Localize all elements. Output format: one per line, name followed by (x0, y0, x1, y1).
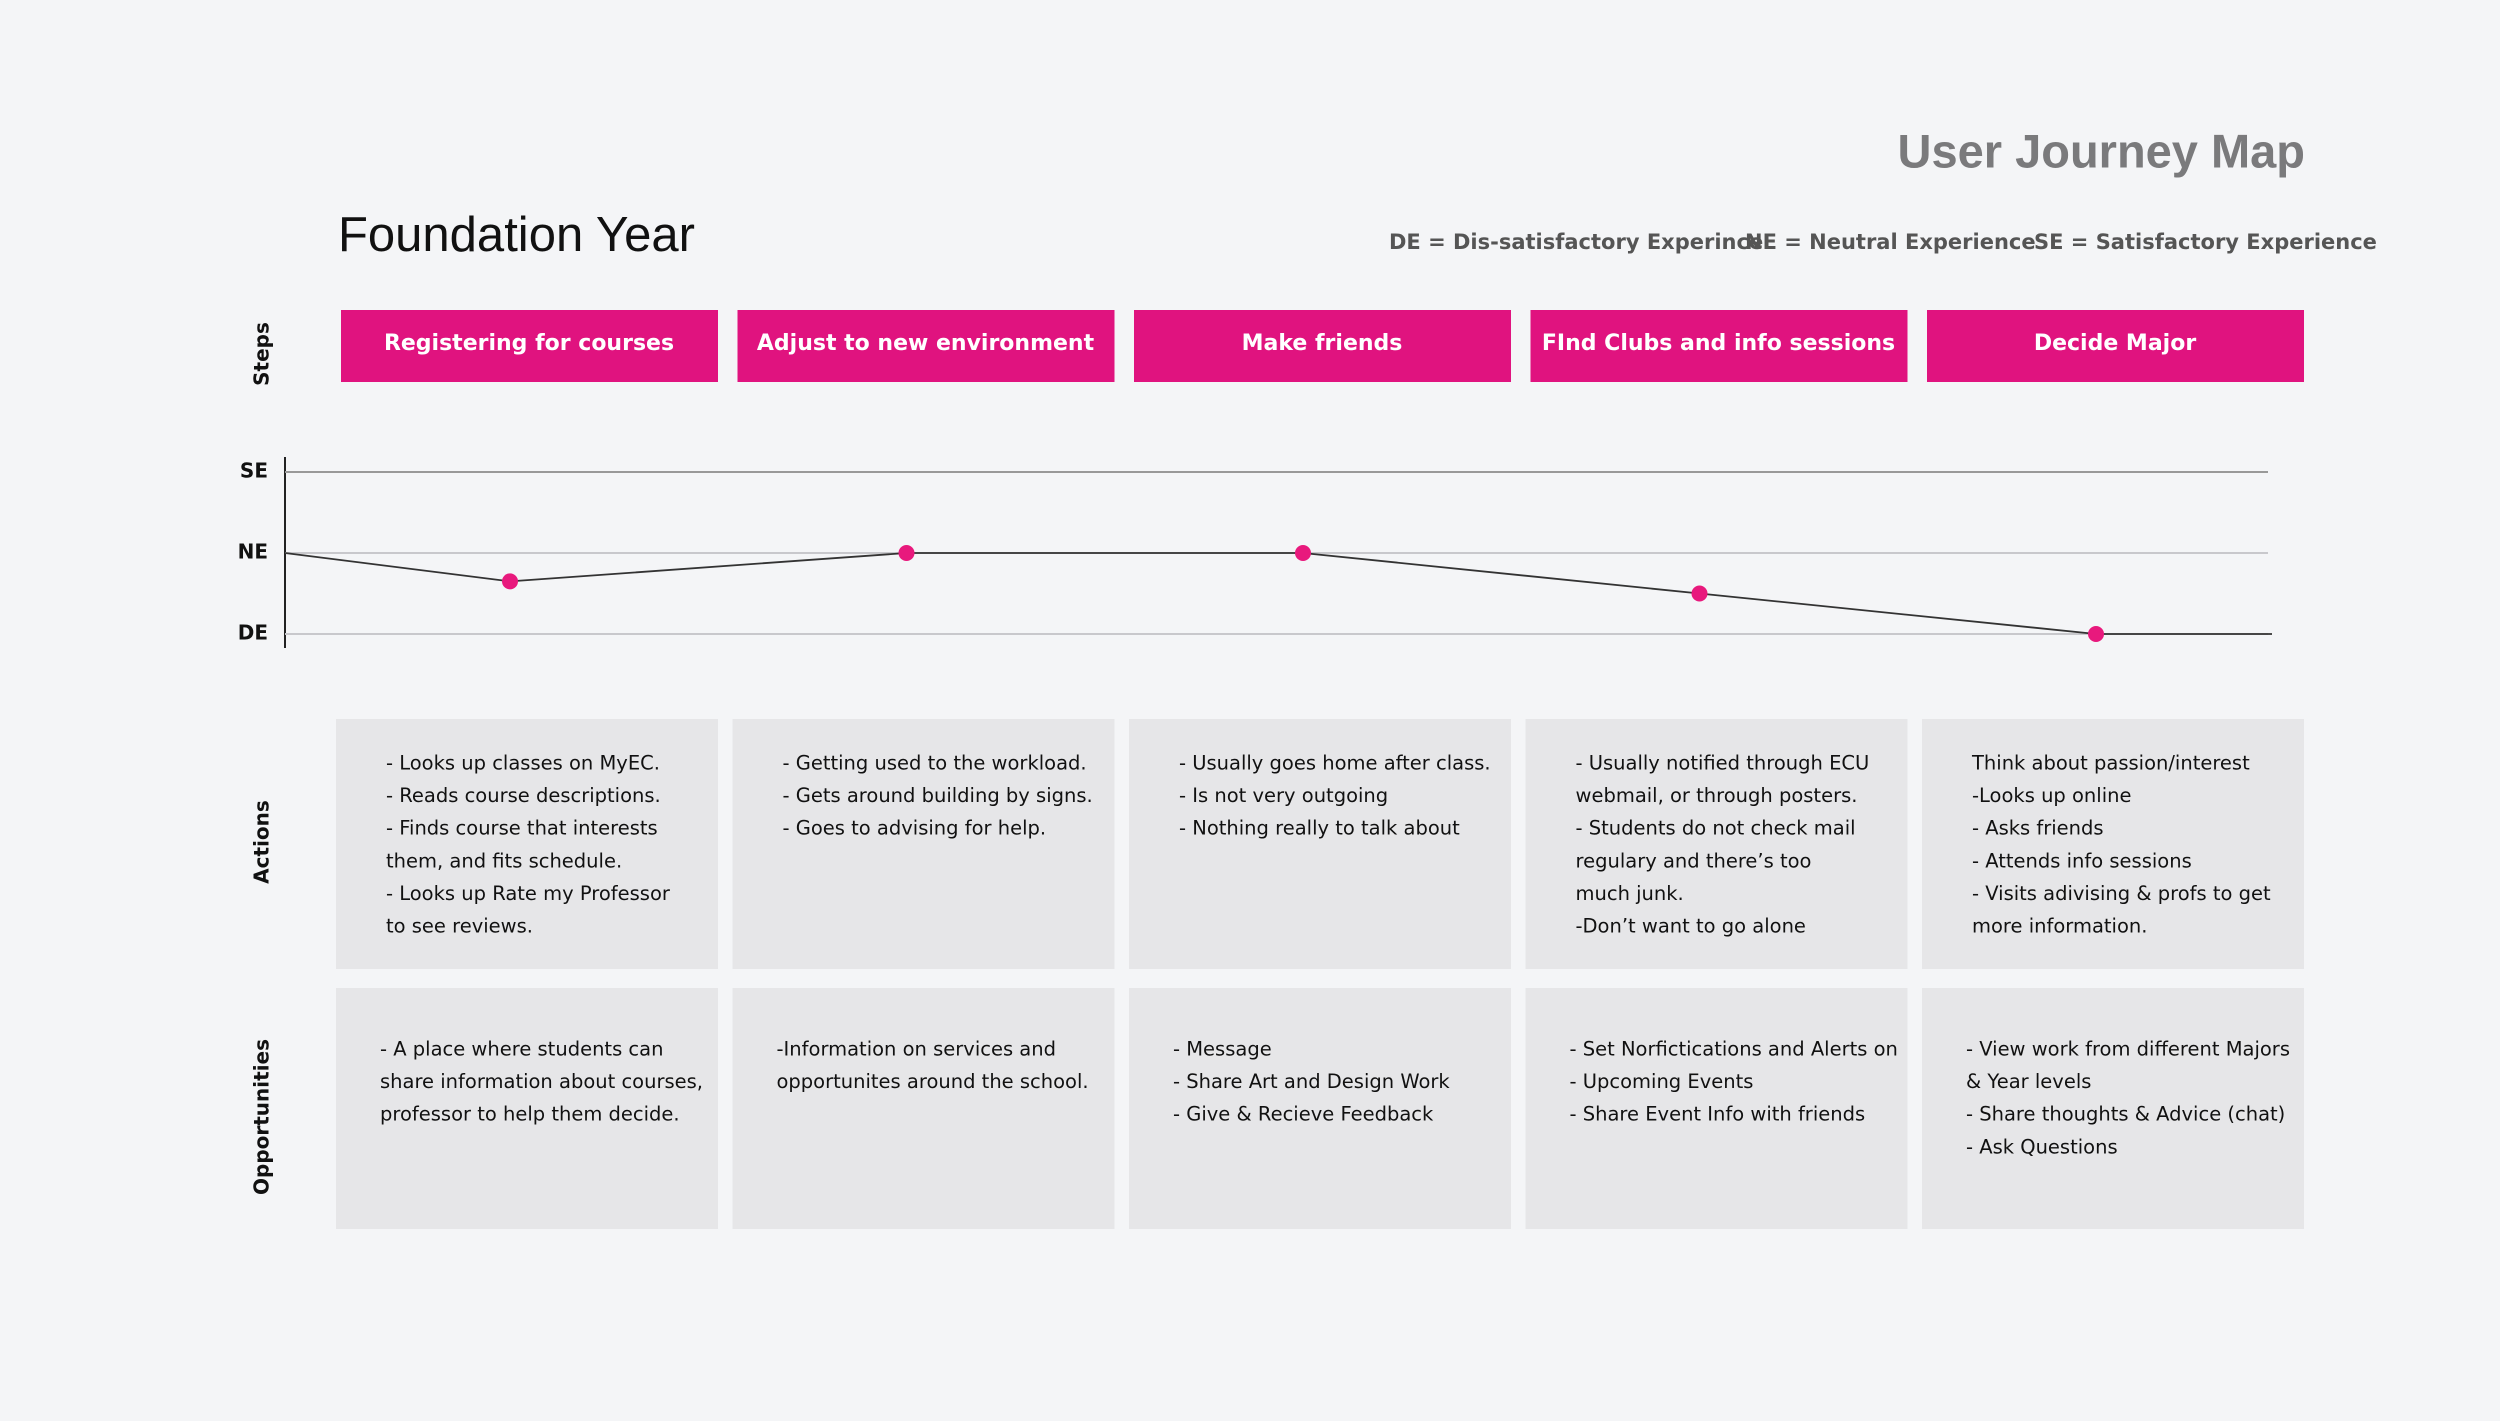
opportunity-text: - A place where students can (380, 1038, 663, 1061)
opportunity-text: professor to help them decide. (380, 1103, 680, 1126)
step-label: Adjust to new environment (757, 331, 1095, 356)
actions-box (336, 719, 718, 969)
opportunity-text: - Ask Questions (1966, 1135, 2118, 1158)
level-label: SE (240, 459, 268, 483)
action-text: -Don’t want to go alone (1576, 915, 1806, 938)
action-text: - Visits adivising & profs to get (1972, 882, 2271, 905)
legend-item: DE = Dis-satisfactory Experince (1389, 230, 1763, 254)
actions-box (732, 719, 1115, 969)
row-label: Steps (250, 322, 274, 386)
actions-box (1525, 719, 1908, 969)
action-text: much junk. (1576, 882, 1684, 905)
opportunity-text: - Share thoughts & Advice (chat) (1966, 1103, 2285, 1126)
opportunity-text: - Give & Recieve Feedback (1173, 1103, 1434, 1126)
action-text: -Looks up online (1972, 784, 2132, 807)
opportunities-box (732, 988, 1115, 1229)
emotion-point (1295, 545, 1311, 561)
row-label: Opportunities (250, 1039, 274, 1195)
level-label: DE (238, 621, 268, 645)
action-text: regulary and there’s too (1576, 849, 1812, 872)
opportunities-box (1922, 988, 2304, 1229)
actions-box (1922, 719, 2304, 969)
action-text: them, and fits schedule. (386, 849, 622, 872)
action-text: - Reads course descriptions. (386, 784, 661, 807)
opportunities-box (1525, 988, 1908, 1229)
action-text: - Attends info sessions (1972, 849, 2192, 872)
step-label: FInd Clubs and info sessions (1542, 331, 1895, 356)
legend-item: SE = Satisfactory Experience (2034, 230, 2377, 254)
emotion-point (898, 545, 915, 561)
step-box (341, 310, 718, 382)
step-box (1530, 310, 1908, 382)
opportunity-text: - Share Art and Design Work (1173, 1070, 1450, 1093)
opportunity-text: - View work from different Majors (1966, 1038, 2290, 1061)
legend-item: NE = Neutral Experience (1745, 230, 2036, 254)
action-text: to see reviews. (386, 915, 533, 938)
step-box (1134, 310, 1511, 382)
action-text: - Students do not check mail (1576, 817, 1856, 840)
action-text: - Looks up Rate my Professor (386, 882, 671, 905)
opportunities-box (336, 988, 718, 1229)
opportunity-text: & Year levels (1966, 1070, 2091, 1093)
action-text: - Finds course that interests (386, 817, 658, 840)
action-text: - Gets around building by signs. (783, 784, 1093, 807)
subtitle: Foundation Year (338, 208, 695, 262)
opportunity-text: share information about courses, (380, 1070, 703, 1093)
action-text: - Goes to advising for help. (783, 817, 1047, 840)
action-text: Think about passion/interest (1971, 752, 2250, 775)
action-text: - Looks up classes on MyEC. (386, 752, 660, 775)
opportunity-text: - Message (1173, 1038, 1272, 1061)
opportunity-text: - Upcoming Events (1570, 1070, 1754, 1093)
emotion-point (1691, 585, 1708, 602)
action-text: webmail, or through posters. (1576, 784, 1858, 807)
opportunities-box (1129, 988, 1511, 1229)
step-box (1927, 310, 2304, 382)
step-box (737, 310, 1115, 382)
action-text: - Usually notified through ECU (1576, 752, 1870, 775)
action-text: - Is not very outgoing (1179, 784, 1388, 807)
step-label: Make friends (1242, 331, 1403, 356)
actions-box (1129, 719, 1511, 969)
emotion-point (2088, 626, 2104, 642)
opportunity-text: -Information on services and (777, 1038, 1057, 1061)
action-text: - Nothing really to talk about (1179, 817, 1460, 840)
step-label: Decide Major (2034, 331, 2196, 356)
level-label: NE (238, 540, 268, 564)
action-text: - Asks friends (1972, 817, 2104, 840)
step-label: Registering for courses (384, 331, 674, 356)
title: User Journey Map (1898, 124, 2305, 177)
row-label: Actions (250, 800, 274, 884)
action-text: - Getting used to the workload. (783, 752, 1087, 775)
action-text: more information. (1972, 915, 2147, 938)
opportunity-text: - Set Norfictications and Alerts on (1570, 1038, 1898, 1061)
action-text: - Usually goes home after class. (1179, 752, 1491, 775)
opportunity-text: - Share Event Info with friends (1570, 1103, 1866, 1126)
emotion-point (502, 573, 518, 590)
opportunity-text: opportunites around the school. (777, 1070, 1089, 1093)
